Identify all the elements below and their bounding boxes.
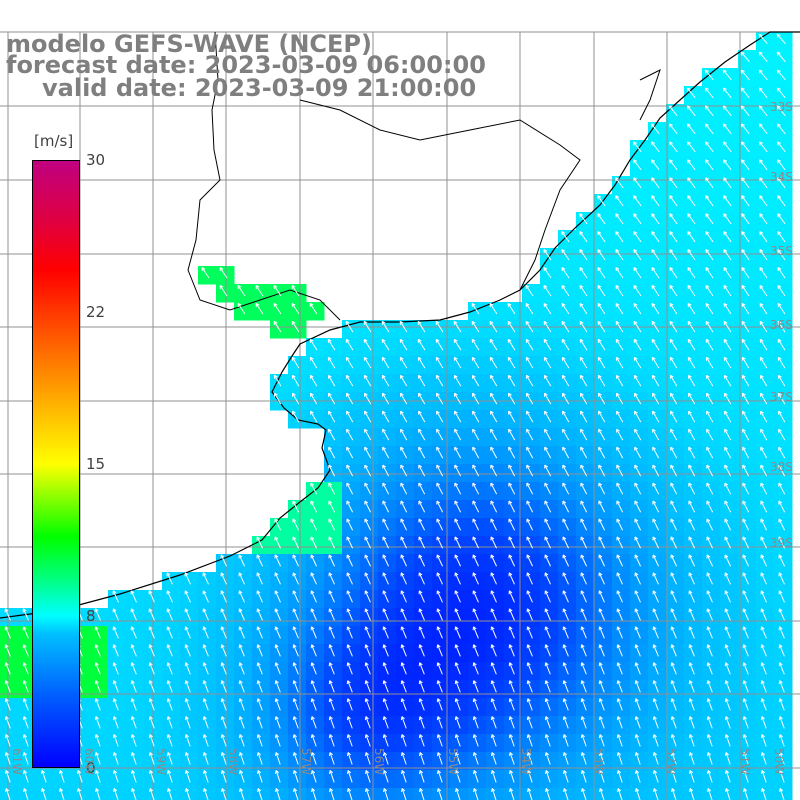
speed-cell [720,788,739,800]
lat-label: 37S [770,390,793,404]
lat-label: 35S [770,244,793,258]
wind-arrow [758,69,768,81]
lat-label: 39S [770,536,793,550]
wind-arrow [740,69,750,81]
wind-arrow [758,33,768,45]
speed-cell [576,788,595,800]
speed-cell [630,788,649,800]
wind-arrow [776,69,786,81]
speed-cell [324,788,343,800]
lon-label: 59W [154,748,168,776]
speed-cell [486,788,505,800]
speed-cell [396,788,415,800]
speed-cell [90,788,109,800]
speed-cell [648,788,667,800]
colorbar-tick-30: 30 [86,151,106,169]
land-border [187,31,661,321]
colorbar-tick-22: 22 [86,303,106,321]
wind-arrow [758,51,768,63]
speed-cell [522,788,541,800]
lat-label: 36S [770,318,793,332]
speed-cell [414,788,433,800]
speed-cell [306,788,325,800]
lon-label: 55W [446,748,460,776]
speed-cell [594,788,613,800]
lat-label: 38S [770,460,793,474]
speed-cell [216,788,235,800]
speed-cell [126,788,145,800]
speed-cell [234,788,253,800]
wind-arrow [704,69,714,81]
speed-cell [702,788,721,800]
wind-vectors [4,33,786,800]
lon-label: 56W [372,748,386,776]
speed-cell [18,788,37,800]
wind-arrow [686,87,696,99]
lon-label: 50W [772,748,786,776]
wind-arrow [722,69,732,81]
speed-cell [342,788,361,800]
lon-label: 60W [82,748,96,776]
lon-label: 52W [664,748,678,776]
speed-cell [54,788,73,800]
speed-cell [360,788,379,800]
speed-cell [162,788,181,800]
colorbar-tick-8: 8 [86,607,96,625]
speed-cell [288,788,307,800]
speed-cell [252,788,271,800]
speed-cell [774,788,793,800]
speed-cell [684,788,703,800]
lat-label: 33S [770,100,793,114]
coastline [0,31,800,619]
speed-cell [36,788,55,800]
speed-cell [432,788,451,800]
speed-cell [270,788,289,800]
wind-arrow [776,51,786,63]
lon-label: 51W [738,748,752,776]
lon-label: 58W [226,748,240,776]
speed-cell [0,788,19,800]
speed-cell [468,788,487,800]
lon-label: 53W [592,748,606,776]
lon-label: 57W [299,748,313,776]
speed-cell [612,788,631,800]
colorbar-unit: [m/s] [34,132,74,150]
title-valid-date: valid date: 2023-03-09 21:00:00 [42,74,477,102]
speed-cell [738,788,757,800]
speed-cell [756,788,775,800]
lat-label: 34S [770,170,793,184]
speed-cell [198,788,217,800]
colorbar [32,160,80,768]
speed-cell [666,788,685,800]
speed-cell [108,788,127,800]
speed-cell [72,788,91,800]
speed-cell [558,788,577,800]
wind-arrow [704,87,714,99]
speed-cell [450,788,469,800]
colorbar-tick-15: 15 [86,455,106,473]
speed-cell [540,788,559,800]
speed-cell [504,788,523,800]
lon-label: 61W [10,748,24,776]
lon-label: 54W [519,748,533,776]
wind-arrow [776,33,786,45]
speed-cell [378,788,397,800]
wind-arrow [740,51,750,63]
speed-cell [180,788,199,800]
